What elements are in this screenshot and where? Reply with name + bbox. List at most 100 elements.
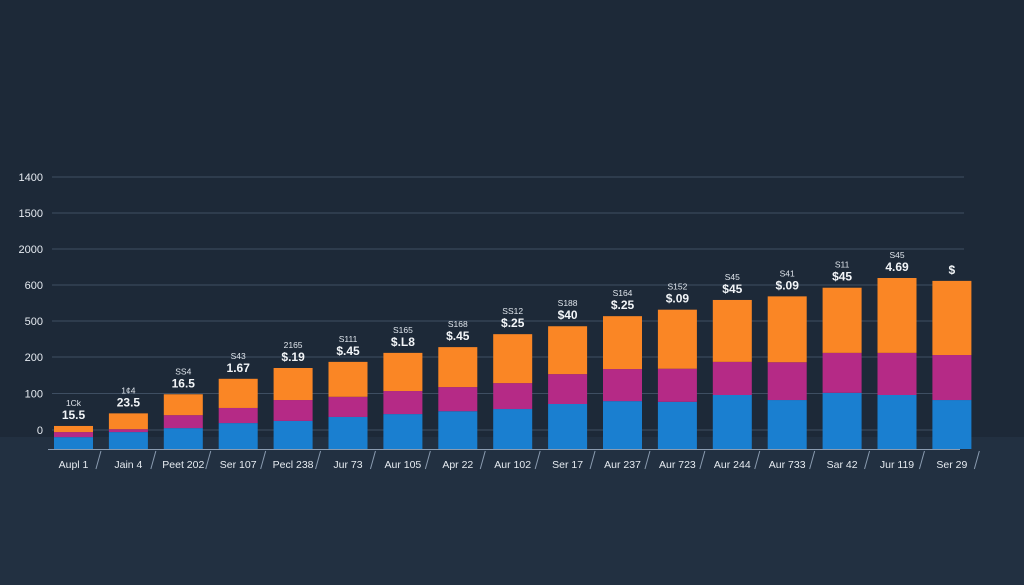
value-label-small: S188 xyxy=(558,298,578,308)
y-tick-label: 600 xyxy=(25,280,43,292)
x-axis-separator xyxy=(205,450,212,470)
bar-segment-magenta xyxy=(328,396,368,417)
y-tick-label: 2000 xyxy=(19,244,43,256)
y-tick-label: 1400 xyxy=(19,172,43,184)
value-label: 23.5 xyxy=(117,395,141,409)
value-label: 16.5 xyxy=(172,376,196,390)
y-tick-label: 0 xyxy=(37,425,43,437)
value-label-small: S111 xyxy=(339,334,358,344)
x-tick-label: Ser 107 xyxy=(220,459,257,471)
bar-segment-magenta xyxy=(493,383,533,410)
x-tick-label: Aur 244 xyxy=(714,459,751,471)
x-axis-separator xyxy=(95,450,102,470)
x-tick-label: Aupl 1 xyxy=(59,459,89,471)
x-axis-separator xyxy=(864,450,871,470)
value-label: $45 xyxy=(832,270,852,284)
bar-segment-magenta xyxy=(712,361,752,395)
x-axis-separator xyxy=(754,450,761,470)
value-label-small: 1Ck xyxy=(66,398,82,408)
value-label: 1.67 xyxy=(227,361,251,375)
value-label-small: S11 xyxy=(835,260,850,270)
bar-segment-orange xyxy=(328,361,368,397)
x-tick-label: Aur 105 xyxy=(385,459,422,471)
y-tick-label: 500 xyxy=(25,316,43,328)
bar-segment-blue xyxy=(548,404,588,449)
x-axis-separator xyxy=(918,450,925,470)
x-axis-separator xyxy=(260,450,267,470)
bar-segment-orange xyxy=(712,299,752,362)
bar-segment-blue xyxy=(657,401,697,449)
bar-segment-orange xyxy=(822,287,862,353)
bar-segment-orange xyxy=(383,352,423,392)
bar-segment-blue xyxy=(163,428,203,449)
value-label: $.09 xyxy=(776,278,800,292)
value-label: 15.5 xyxy=(62,408,86,422)
value-label-small: SS4 xyxy=(175,366,191,376)
bar-segment-magenta xyxy=(877,352,917,395)
bar-segment-orange xyxy=(218,378,258,408)
bar-segment-blue xyxy=(383,414,423,449)
bar-segment-blue xyxy=(218,423,258,449)
x-tick-label: Jur 119 xyxy=(880,459,914,471)
x-tick-label: Aur 237 xyxy=(604,459,641,471)
bars xyxy=(54,278,972,449)
bar-segment-blue xyxy=(438,411,478,449)
bar-segment-orange xyxy=(767,296,807,363)
value-label: $.L8 xyxy=(391,335,415,349)
x-axis-separator xyxy=(479,450,486,470)
x-axis-separator xyxy=(973,450,980,470)
bar-segment-blue xyxy=(493,409,533,449)
bar-segment-magenta xyxy=(767,362,807,401)
bar-segment-orange xyxy=(438,347,478,388)
x-axis-separator xyxy=(644,450,651,470)
value-label: $45 xyxy=(722,282,742,296)
value-label-small: S45 xyxy=(889,250,904,260)
bar-segment-orange xyxy=(548,326,588,375)
bar-segment-magenta xyxy=(273,400,313,421)
value-label: 4.69 xyxy=(885,260,909,274)
x-tick-label: Jur 73 xyxy=(333,459,362,471)
value-label-small: S168 xyxy=(448,319,468,329)
bar-segment-magenta xyxy=(822,352,862,393)
y-axis-ticks: 0 100 200 500 600 2000 1500 1400 xyxy=(19,172,43,437)
bar-segment-blue xyxy=(932,400,972,449)
bar-segment-magenta xyxy=(218,407,258,424)
bar-segment-orange xyxy=(877,278,917,353)
x-axis-separator xyxy=(150,450,157,470)
value-label-small: SS12 xyxy=(502,306,523,316)
x-tick-label: Aur 733 xyxy=(769,459,806,471)
bar-segment-blue xyxy=(712,395,752,449)
bar-segment-magenta xyxy=(603,369,642,402)
bar-segment-magenta xyxy=(932,355,972,401)
value-label: $.45 xyxy=(336,344,360,358)
bar-segment-orange xyxy=(493,334,533,384)
x-tick-label: Peet 202 xyxy=(162,459,204,471)
bar-segment-blue xyxy=(603,401,642,449)
value-label: $.45 xyxy=(446,329,470,343)
value-label: $.19 xyxy=(281,350,305,364)
bar-segment-magenta xyxy=(383,391,423,415)
x-axis: Aupl 1 Jain 4 Peet 202 Ser 107 Pecl 238 Jur 7… xyxy=(48,449,980,471)
value-label-small: S165 xyxy=(393,325,413,335)
value-label-small: S152 xyxy=(667,282,687,292)
x-axis-separator xyxy=(534,450,541,470)
x-axis-separator xyxy=(369,450,376,470)
bar-segment-orange xyxy=(932,280,972,356)
bar-segment-magenta xyxy=(163,415,203,429)
x-axis-separator xyxy=(315,450,322,470)
value-label-small: S164 xyxy=(613,288,633,298)
bar-segment-magenta xyxy=(548,374,588,404)
x-tick-label: Apr 22 xyxy=(442,459,473,471)
bar-segment-orange xyxy=(603,316,642,370)
x-axis-separator xyxy=(809,450,816,470)
x-tick-label: Aur 102 xyxy=(494,459,531,471)
bar-segment-blue xyxy=(877,395,917,449)
bar-segment-magenta xyxy=(657,368,697,402)
x-tick-label: Ser 29 xyxy=(936,459,967,471)
y-tick-label: 1500 xyxy=(19,208,43,220)
bar-segment-blue xyxy=(54,437,93,449)
value-label-small: S41 xyxy=(780,268,795,278)
value-label: $40 xyxy=(558,308,578,322)
bar-segment-blue xyxy=(767,400,807,449)
x-tick-label: Pecl 238 xyxy=(273,459,314,471)
